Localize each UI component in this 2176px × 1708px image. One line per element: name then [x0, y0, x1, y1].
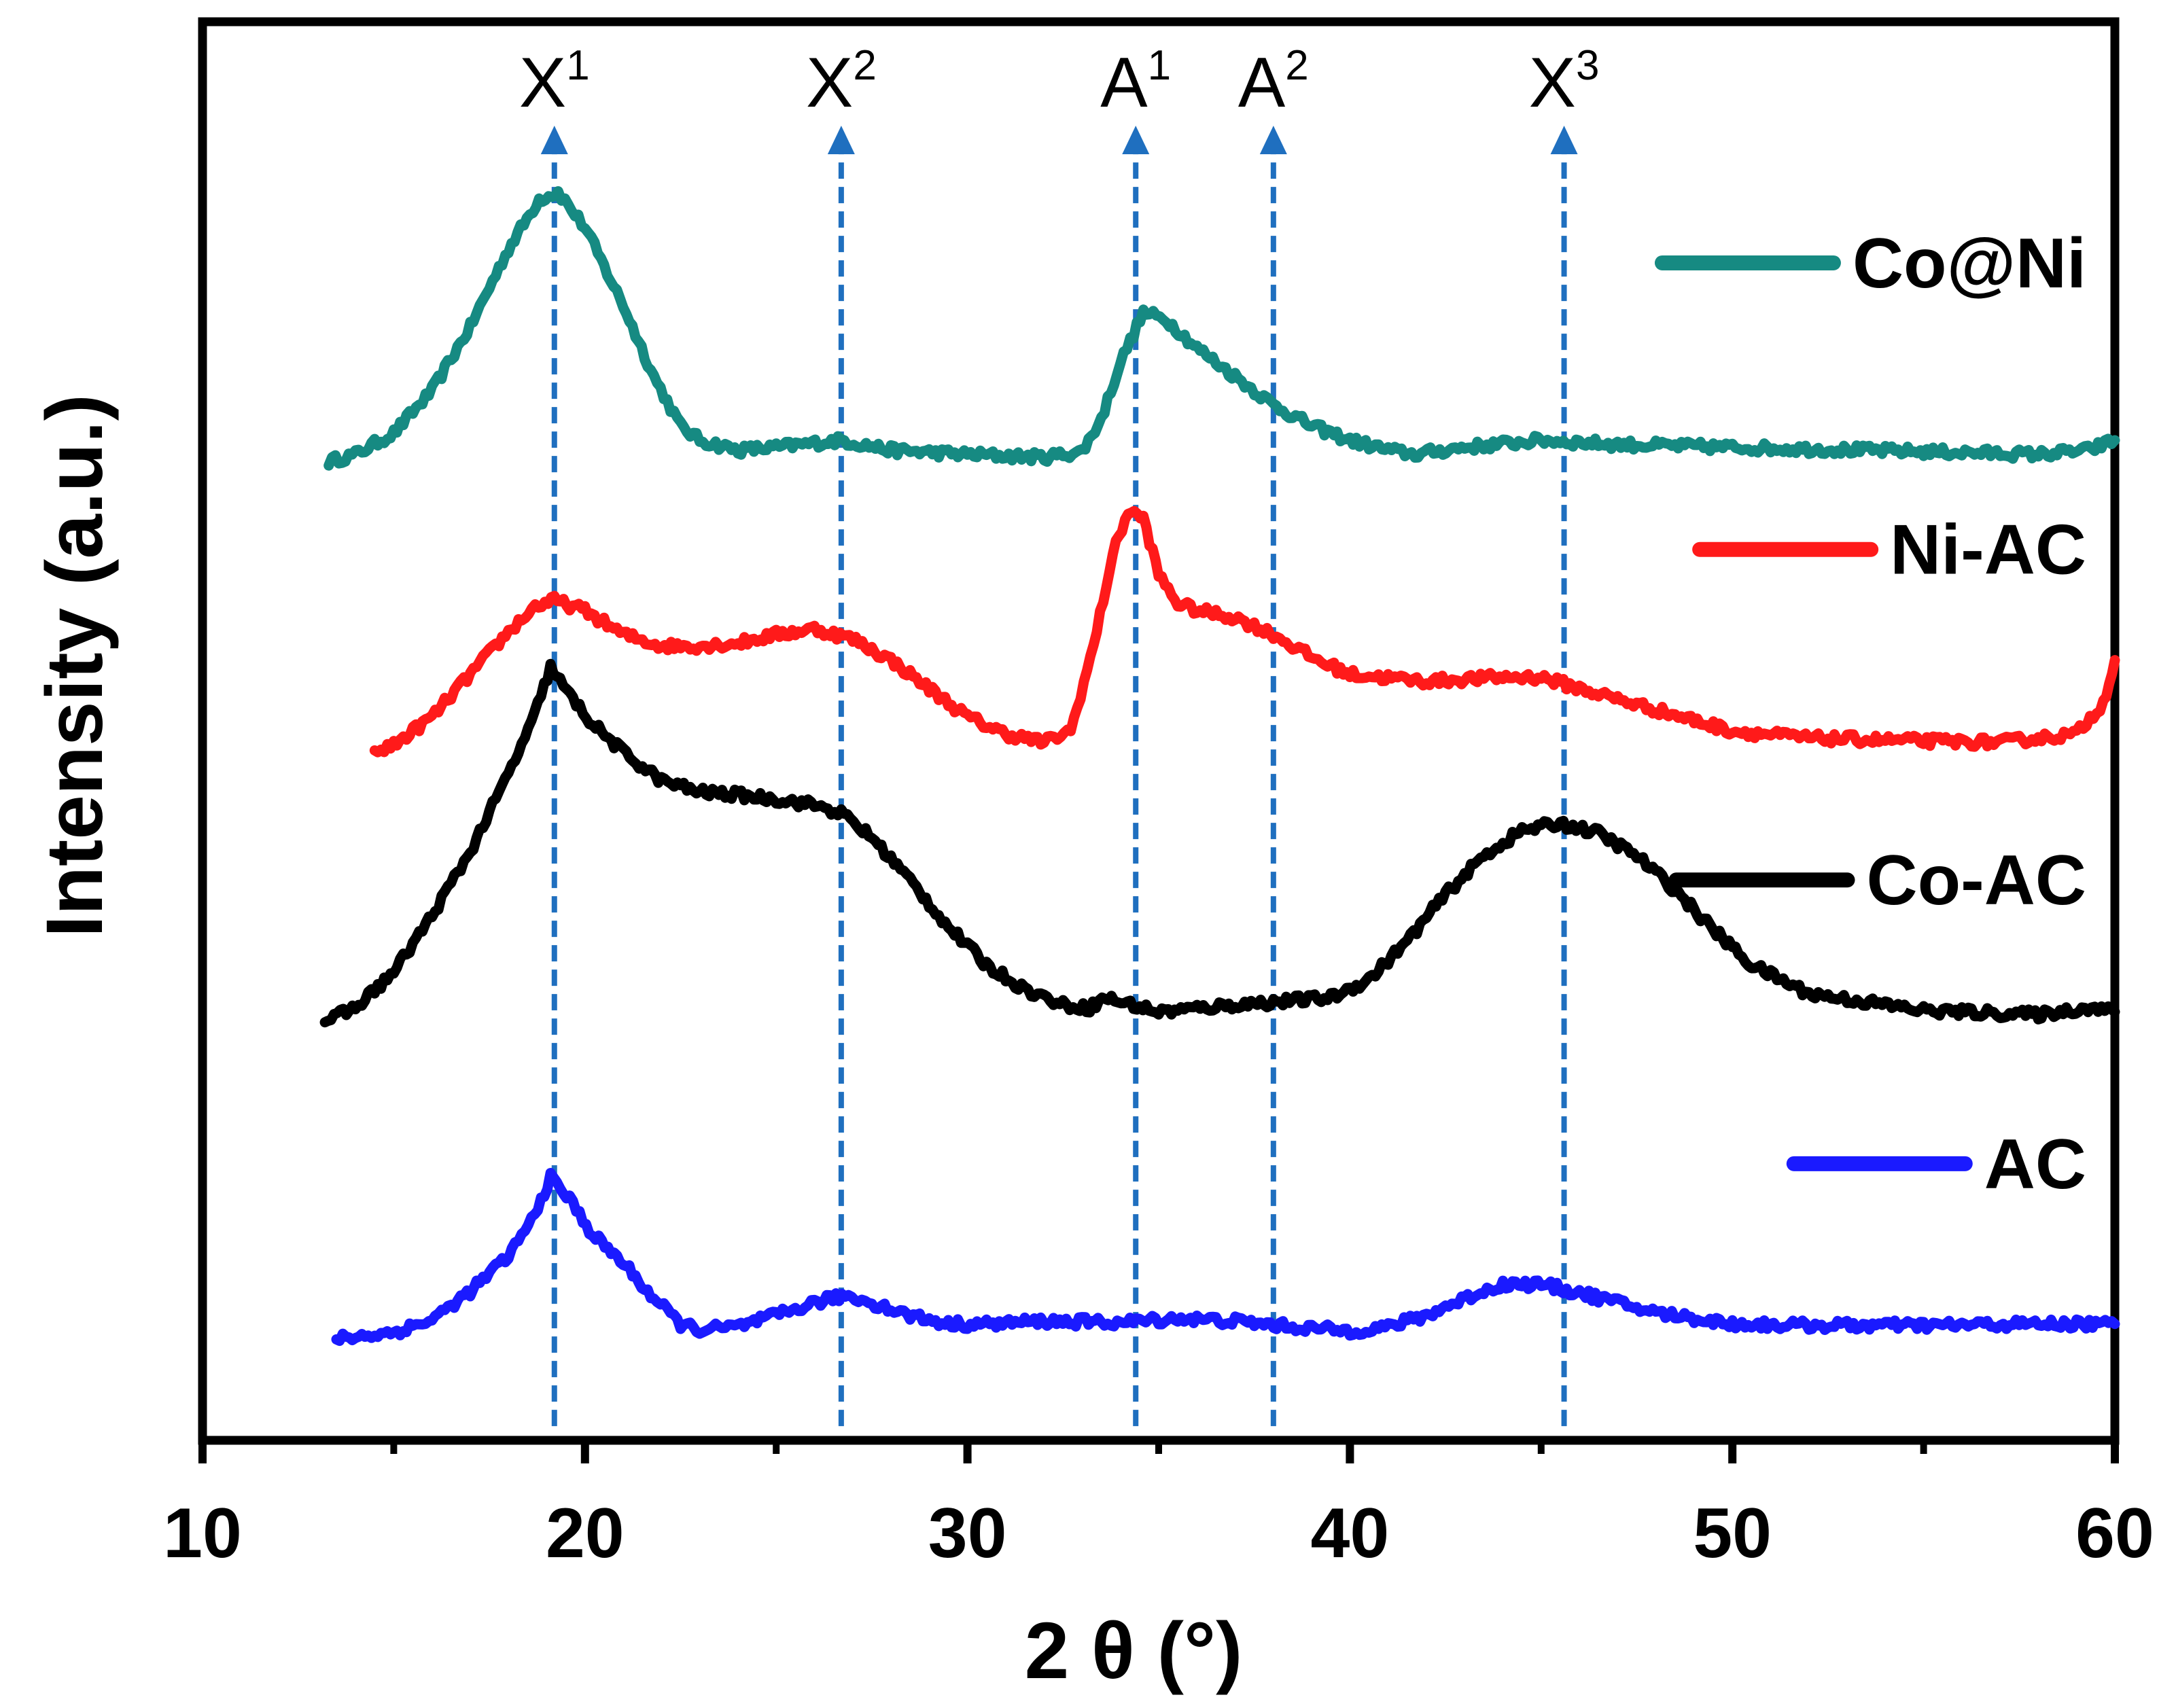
x-axis-title: 2 θ (°) [1025, 1606, 1243, 1696]
peak-marker-arrow [1550, 126, 1578, 155]
legend-label: AC [1984, 1125, 2086, 1204]
legend: Co@Ni Ni-AC Co-AC AC [1654, 224, 2086, 1204]
peak-marker-arrow [1122, 126, 1150, 155]
peak-marker-label: X1 [519, 42, 590, 122]
peak-marker-arrow [1259, 126, 1287, 155]
peak-markers: X1 X2 A1 A2 X3 [519, 42, 1600, 1427]
series-line-ni-ac [369, 505, 2120, 758]
legend-label: Ni-AC [1890, 511, 2086, 590]
x-axis: 10 20 30 40 50 60 [163, 1440, 2154, 1573]
plot-frame [198, 17, 2120, 1445]
peak-marker-arrow [827, 126, 855, 155]
x-tick-label: 40 [1311, 1494, 1390, 1573]
x-tick-label: 60 [2075, 1494, 2154, 1573]
x-tick-label: 30 [928, 1494, 1007, 1573]
series-line-ac [331, 1168, 2120, 1347]
peak-marker-label: A1 [1100, 42, 1171, 122]
legend-label: Co-AC [1867, 841, 2086, 920]
x-tick-label: 20 [546, 1494, 625, 1573]
x-tick-label: 10 [163, 1494, 242, 1573]
peak-marker-label: X2 [806, 42, 877, 122]
series-line-co-ac [319, 658, 2120, 1028]
peak-marker-label: X3 [1529, 42, 1600, 122]
legend-label: Co@Ni [1853, 224, 2086, 303]
series-line-co-ni [323, 186, 2120, 471]
peak-marker-arrow [540, 126, 568, 155]
plot-area [198, 17, 2120, 1445]
y-axis-title: Intensity (a.u.) [30, 394, 120, 938]
peak-marker-label: A2 [1238, 42, 1309, 122]
data-series [319, 186, 2120, 1347]
x-tick-label: 50 [1693, 1494, 1772, 1573]
